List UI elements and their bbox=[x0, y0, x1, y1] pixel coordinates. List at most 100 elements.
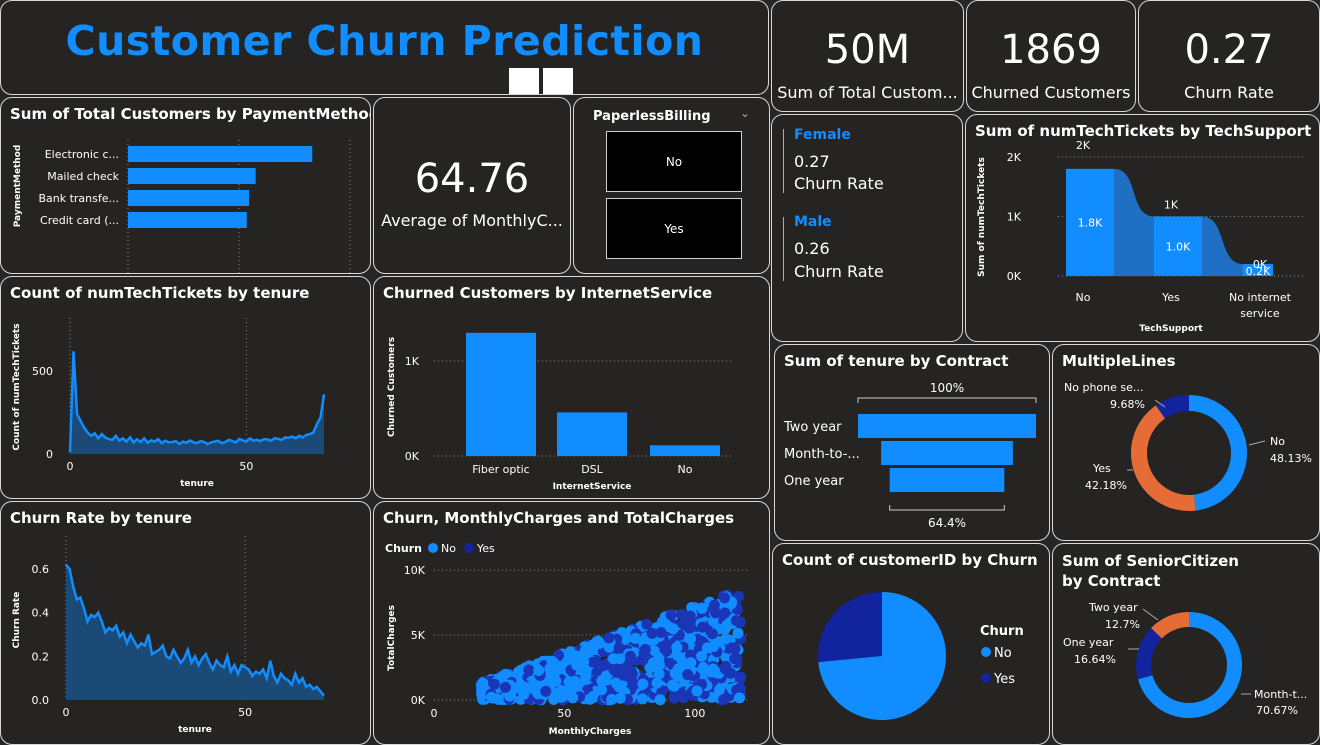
funnel-bar bbox=[858, 414, 1036, 438]
chart-title: Churned Customers by InternetService bbox=[383, 284, 713, 302]
kpi-avg-monthly: 64.76 Average of MonthlyC... bbox=[373, 97, 571, 274]
gender-name-female: Female bbox=[794, 127, 851, 143]
pie-slice bbox=[1189, 395, 1247, 511]
pie-slice bbox=[818, 592, 882, 663]
top-label: 1K bbox=[1164, 199, 1179, 212]
x-axis-label: MonthlyCharges bbox=[549, 727, 632, 737]
y-tick-label: 500 bbox=[32, 365, 53, 378]
chart-title: Count of customerID by Churn bbox=[782, 551, 1038, 569]
scatter-point bbox=[729, 653, 741, 665]
scatter-point bbox=[578, 656, 590, 668]
pie-slice bbox=[818, 592, 946, 720]
slicer-option-no[interactable]: No bbox=[606, 131, 742, 192]
contract-funnel-svg: 100% Two year Month-to-... One year 64.4% bbox=[783, 381, 1037, 530]
y-tick-label: Mailed check bbox=[47, 170, 119, 183]
scatter-point bbox=[654, 694, 666, 706]
techsupport-chart: Sum of numTechTickets by TechSupport 0K 1… bbox=[965, 114, 1320, 342]
kpi-value: 64.76 bbox=[414, 156, 530, 202]
scatter-point bbox=[486, 691, 498, 703]
churn-pie-chart: Count of customerID by Churn Churn No Yes bbox=[772, 543, 1050, 745]
scatter-point bbox=[540, 685, 552, 697]
pie-slice bbox=[1151, 612, 1189, 639]
scatter-point bbox=[684, 610, 696, 622]
scatter-point bbox=[726, 642, 738, 654]
multiplelines-chart: MultipleLines No 48.13% Yes 42.18% No phone … bbox=[1052, 344, 1320, 541]
x-tick-label: No bbox=[678, 463, 693, 476]
scatter-point bbox=[685, 633, 697, 645]
funnel-bottom-label: 64.4% bbox=[928, 516, 966, 530]
churn-rate-by-tenure-chart: Churn Rate by tenure 0.0 0.2 0.4 0.6 0 50 tenu… bbox=[0, 501, 371, 745]
scatter-point bbox=[707, 664, 719, 676]
legend-marker bbox=[428, 543, 438, 553]
y-tick-label: 1K bbox=[1007, 211, 1022, 224]
scatter-point bbox=[696, 602, 708, 614]
pie-slice bbox=[1155, 395, 1189, 419]
x-tick-label: 50 bbox=[239, 460, 253, 473]
y-tick-label: 2K bbox=[1007, 151, 1022, 164]
kpi-label: Churn Rate bbox=[1184, 83, 1274, 102]
x-axis-label: InternetService bbox=[553, 482, 632, 492]
kpi-churn-rate: 0.27 Churn Rate bbox=[1138, 0, 1320, 112]
area-fill bbox=[70, 351, 324, 454]
scatter-point bbox=[580, 644, 592, 656]
scatter-point bbox=[552, 660, 564, 672]
internet-service-svg: 0K 1K Fiber optic DSL No InternetService Churn… bbox=[387, 332, 734, 492]
legend-marker bbox=[981, 673, 991, 683]
scatter-point bbox=[734, 616, 746, 628]
y-tick-label: Electronic c... bbox=[45, 148, 119, 161]
scatter-point bbox=[556, 685, 568, 697]
scatter-point bbox=[661, 645, 673, 657]
scatter-point bbox=[499, 681, 511, 693]
x-tick-label: No bbox=[1076, 291, 1091, 304]
gender-divider-male bbox=[783, 217, 784, 281]
x-tick-label: 50 bbox=[238, 706, 252, 719]
leader-line bbox=[1154, 399, 1166, 408]
funnel-top-label: 100% bbox=[930, 381, 964, 395]
scatter-point bbox=[569, 675, 581, 687]
slice-category-label: One year bbox=[1063, 636, 1114, 649]
tickets-by-tenure-svg: 0 500 0 50 tenure Count of numTechTickets bbox=[12, 318, 326, 489]
slicer-option-yes[interactable]: Yes bbox=[606, 198, 742, 259]
leader-line bbox=[1248, 440, 1266, 446]
leader-line bbox=[1142, 608, 1159, 621]
contract-funnel-chart: Sum of tenure by Contract 100% Two year Mo… bbox=[774, 344, 1050, 541]
scatter-point bbox=[613, 642, 625, 654]
funnel-category-label: Month-to-... bbox=[784, 447, 860, 462]
scatter-point bbox=[701, 642, 713, 654]
scatter-point bbox=[584, 693, 596, 705]
gender-name-male: Male bbox=[794, 214, 832, 230]
paperless-billing-slicer: PaperlessBilling ⌄ No Yes bbox=[573, 97, 770, 274]
legend-title: Churn bbox=[385, 542, 422, 555]
scatter-point bbox=[697, 621, 709, 633]
x-tick-label: 0 bbox=[63, 706, 70, 719]
scatter-point bbox=[603, 632, 615, 644]
chevron-down-icon[interactable]: ⌄ bbox=[740, 106, 751, 120]
x-axis-label: TechSupport bbox=[1139, 324, 1203, 334]
y-axis-label: Churn Rate bbox=[12, 592, 22, 649]
scatter-point bbox=[603, 641, 615, 653]
chart-title: Sum of numTechTickets by TechSupport bbox=[975, 122, 1312, 140]
scatter-point bbox=[548, 669, 560, 681]
x-tick-label: DSL bbox=[581, 463, 603, 476]
area-fill bbox=[66, 564, 324, 700]
funnel-bar bbox=[881, 441, 1013, 465]
pie-slice bbox=[1131, 405, 1196, 511]
scatter-chart: Churn, MonthlyCharges and TotalCharges C… bbox=[373, 501, 770, 745]
y-tick-label: 0.2 bbox=[32, 650, 50, 663]
scatter-point bbox=[676, 653, 688, 665]
scatter-point bbox=[504, 690, 516, 702]
funnel-bar bbox=[889, 468, 1005, 492]
scatter-point bbox=[610, 677, 622, 689]
top-label: 2K bbox=[1076, 139, 1091, 152]
scatter-point bbox=[719, 607, 731, 619]
pie-slice bbox=[1136, 627, 1162, 680]
y-axis-label: TotalCharges bbox=[387, 605, 397, 671]
x-tick-label: 0 bbox=[431, 707, 438, 720]
scatter-point bbox=[625, 666, 637, 678]
bar-segment bbox=[1066, 168, 1114, 276]
data-label: 1.0K bbox=[1166, 240, 1191, 253]
y-axis-label: Churned Customers bbox=[387, 337, 397, 437]
scatter-point bbox=[587, 656, 599, 668]
scatter-point bbox=[646, 627, 658, 639]
y-tick-label: 1K bbox=[405, 355, 420, 368]
